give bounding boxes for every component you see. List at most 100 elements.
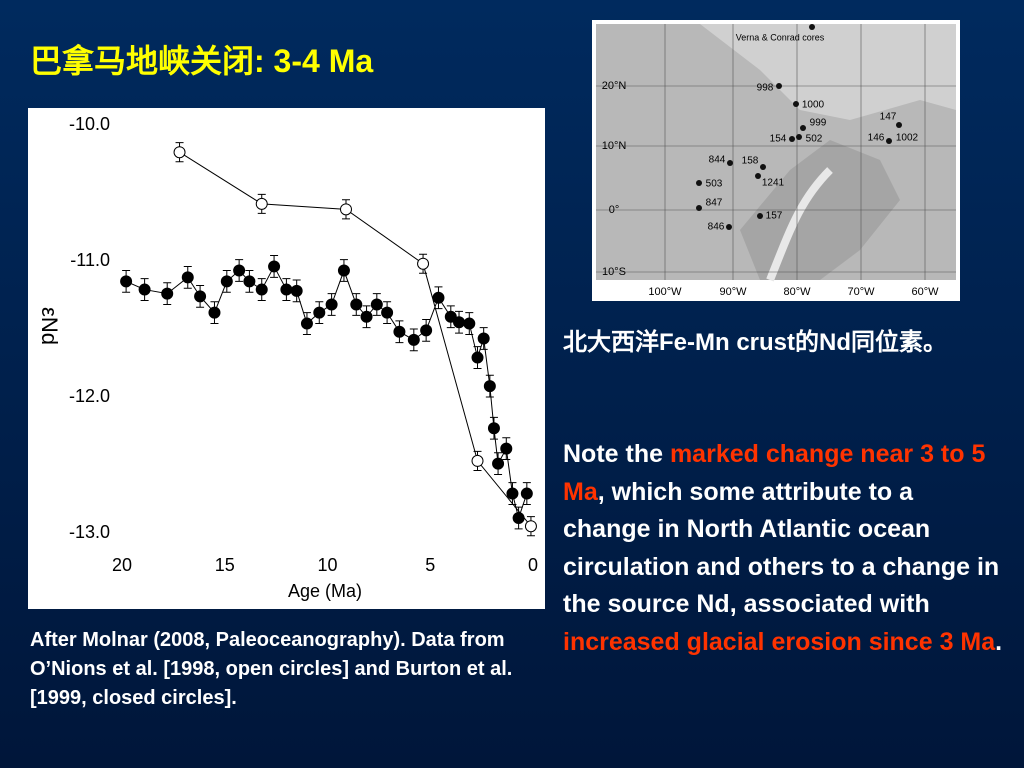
note: Note the marked change near 3 to 5 Ma, w… (563, 436, 1003, 661)
y-tick-label: -10.0 (69, 114, 110, 134)
x-tick-label: 15 (215, 555, 235, 575)
map-lat-label: 0° (609, 204, 620, 216)
map-site (896, 122, 902, 128)
y-axis-label: εNd (37, 307, 62, 345)
caption: After Molnar (2008, Paleoceanography). D… (30, 629, 513, 709)
data-point (483, 380, 496, 393)
map-site-label: 1000 (802, 100, 825, 111)
map-site-label: 999 (810, 118, 827, 129)
map-site-label: 846 (708, 222, 725, 233)
map-site-label: 1002 (896, 133, 919, 144)
map-site-label: 147 (880, 112, 897, 123)
map-lat-label: 10°S (602, 266, 626, 278)
map-site (886, 138, 892, 144)
map-lat-label: 10°N (602, 140, 627, 152)
map-site (727, 160, 733, 166)
data-point (290, 284, 303, 297)
x-tick-label: 20 (112, 555, 132, 575)
map-lat-label: 20°N (602, 80, 627, 92)
data-point (325, 298, 338, 311)
data-point (524, 520, 537, 533)
data-point (208, 306, 221, 319)
map-site-label: 146 (868, 133, 885, 144)
map-land (596, 24, 956, 120)
data-point (337, 264, 350, 277)
map-lon-label: 90°W (719, 286, 747, 298)
data-point (444, 310, 457, 323)
data-point (393, 325, 406, 338)
map-site-label: 844 (709, 155, 726, 166)
map-site-label: 1241 (762, 178, 785, 189)
map-site (726, 224, 732, 230)
map-site (757, 213, 763, 219)
data-point (300, 317, 313, 330)
note-text: Note the (563, 440, 670, 468)
data-point (453, 316, 466, 329)
map-site (793, 101, 799, 107)
data-point (381, 306, 394, 319)
data-point (432, 291, 445, 304)
map-site-label: 503 (706, 179, 723, 190)
map-site (796, 134, 802, 140)
data-point (255, 283, 268, 296)
data-point (268, 260, 281, 273)
data-point (313, 306, 326, 319)
data-point (471, 351, 484, 364)
data-point (138, 283, 151, 296)
map-site-label: Verna & Conrad cores (736, 32, 825, 42)
chart-panel (28, 108, 545, 609)
map-site (776, 83, 782, 89)
map-site (809, 24, 815, 30)
x-tick-label: 5 (425, 555, 435, 575)
data-point (350, 298, 363, 311)
map-site-label: 157 (766, 211, 783, 222)
data-point (181, 271, 194, 284)
note-highlight: increased glacial erosion since 3 Ma (563, 627, 996, 656)
map-site-label: 998 (757, 83, 774, 94)
map-site-label: 847 (706, 198, 723, 209)
data-point (161, 287, 174, 300)
data-point (370, 298, 383, 311)
data-point (492, 457, 505, 470)
data-point (512, 512, 525, 525)
map-site (696, 180, 702, 186)
data-point (194, 290, 207, 303)
map-site (755, 173, 761, 179)
map-site-label: 154 (770, 134, 787, 145)
x-tick-label: 10 (317, 555, 337, 575)
map-site (800, 125, 806, 131)
note-text: , which some attribute to a change in No… (563, 477, 1000, 619)
map-lon-label: 80°W (783, 286, 811, 298)
x-tick-label: 0 (528, 555, 538, 575)
y-tick-label: -11.0 (70, 250, 110, 270)
data-point (520, 487, 533, 500)
map-site (760, 164, 766, 170)
map-site-label: 158 (742, 156, 759, 167)
y-tick-label: -13.0 (69, 522, 110, 542)
data-point (420, 324, 433, 337)
data-point (407, 333, 420, 346)
map-site (789, 136, 795, 142)
data-point (233, 264, 246, 277)
data-point (360, 310, 373, 323)
note-highlight: marked change near 3 to 5 Ma (563, 440, 986, 506)
data-point (471, 454, 484, 467)
data-point (280, 283, 293, 296)
data-point (463, 317, 476, 330)
map-site (696, 205, 702, 211)
data-point (173, 146, 186, 159)
data-point (120, 275, 133, 288)
data-point (487, 422, 500, 435)
data-point (500, 442, 513, 455)
x-axis-label: Age (Ma) (288, 581, 362, 601)
data-point (255, 197, 268, 210)
data-point (243, 275, 256, 288)
map-lon-label: 70°W (847, 286, 875, 298)
heading: 北大西洋Fe-Mn crust的Nd同位素。 (563, 329, 947, 356)
map-site-label: 502 (806, 134, 823, 145)
map-ridge (766, 167, 833, 282)
note-text: . (995, 627, 1003, 656)
data-point (506, 487, 519, 500)
